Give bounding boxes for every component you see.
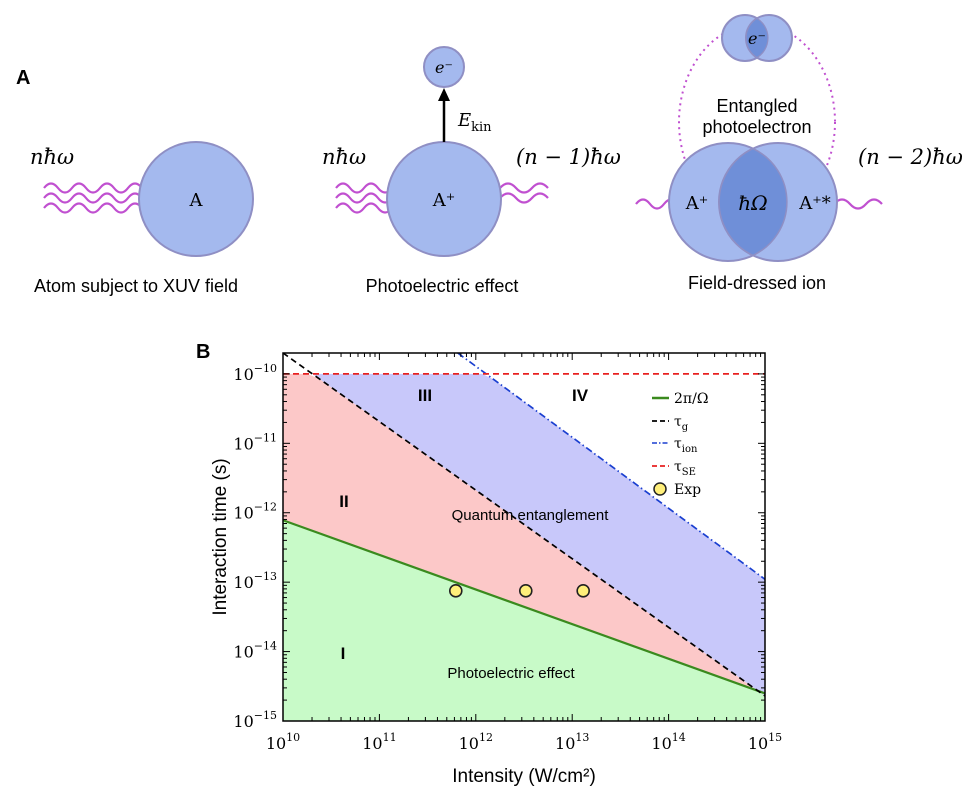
plot-frame [282,352,766,722]
scene-atom-in-field: A nħω Atom subject to XUV field [30,141,254,296]
atom-sphere [138,141,254,257]
legend-swatch-exp [653,482,667,496]
ticks-layer: 1010 1011 1012 1013 1014 1015 10−15 10−14 10−13 1… [233,352,782,753]
y-tick-label: 10−14 [233,640,277,662]
y-axis-title: Interaction time (s) [210,458,231,615]
plot-area [283,353,765,721]
scene-field-dressed-ion: Entangled photoelectron A⁺ ħΩ A⁺* e⁻ (n … [635,14,963,293]
xuv-wave-2-in [335,182,393,214]
caption-scene-1: Atom subject to XUV field [34,276,238,296]
loop-label-backdrop [705,95,810,137]
x-tick-label: 1013 [555,731,589,753]
x-tick-label: 1012 [459,731,493,753]
y-tick-label: 10−11 [233,431,277,453]
series-line-3 [457,353,765,580]
x-tick-label: 1014 [651,731,685,753]
arrowhead-icon [438,88,450,101]
region-II-fill [283,373,765,696]
x-tick-label: 1010 [266,731,300,753]
x-tick-label: 1011 [362,731,396,753]
exp-point-2 [518,584,533,598]
region-entanglement-text: Quantum entanglement [452,507,610,524]
x-tick-label: 1015 [748,731,782,753]
y-tick-label: 10−13 [233,570,277,592]
entangled-label-line2: photoelectron [702,117,811,137]
x-axis-title: Intensity (W/cm²) [452,766,596,787]
photon-in-label: nħω [322,145,366,169]
electron-sphere [423,46,465,88]
series-layer [283,353,765,697]
legend-label-exp: Exp [674,482,701,498]
caption-scene-2: Photoelectric effect [366,276,519,296]
region-II-label: II [339,492,348,511]
xuv-wave-1 [43,182,143,214]
photon-out-label: (n − 1)ħω [516,145,621,169]
exp-point-1 [448,584,463,598]
region-III-label: III [418,386,432,405]
panel-a: A A nħω Atom subject to XUV field [16,14,963,296]
y-tick-label: 10−12 [233,501,277,523]
series-line-1 [283,519,765,695]
xuv-wave-3-out [833,198,883,210]
panel-a-label: A [16,67,30,89]
region-I-label: I [341,644,346,663]
y-tick-label: 10−10 [233,362,277,384]
entangled-label-line1: Entangled [716,96,797,116]
scene-photoelectric: A⁺ e⁻ Ekin nħω (n − 1)ħω Photoelectric e… [322,46,621,296]
ion-label: A⁺ [432,190,456,211]
dressing-energy-label: ħΩ [738,191,767,215]
sphere-overlap [718,147,788,257]
legend-label-2pi-omega: 2π/Ω [674,391,708,407]
electron-label: e⁻ [435,58,453,77]
legend-label-tau-ion: τion [674,436,698,455]
y-tick-label: 10−15 [233,709,277,731]
points-layer [448,584,590,598]
region-I-fill [283,520,765,721]
caption-scene-3: Field-dressed ion [688,273,826,293]
photon-out-label-3: (n − 2)ħω [858,145,963,169]
panel-b: B 1010 1011 1012 1013 1014 1015 10−15 10−14 10−1… [196,341,782,787]
atom-label: A [189,190,204,211]
exp-point-3 [576,584,590,598]
region-IV-label: IV [572,386,589,405]
series-line-2 [283,353,765,697]
entangled-electron-label: e⁻ [748,29,766,48]
legend-label-tau-se: τSE [674,459,696,478]
xuv-wave-2-out [499,182,549,204]
photon-energy-label: nħω [30,145,74,169]
panel-b-label: B [196,341,210,363]
legend: 2π/Ω τg τion τSE Exp [652,391,708,498]
region-photoelectric-text: Photoelectric effect [447,665,575,682]
dressed-right-label: A⁺* [798,193,831,214]
legend-label-tau-g: τg [674,414,689,433]
electron-overlap [745,17,769,59]
dressed-left-label: A⁺ [685,193,709,214]
kinetic-energy-label: Ekin [457,110,492,135]
